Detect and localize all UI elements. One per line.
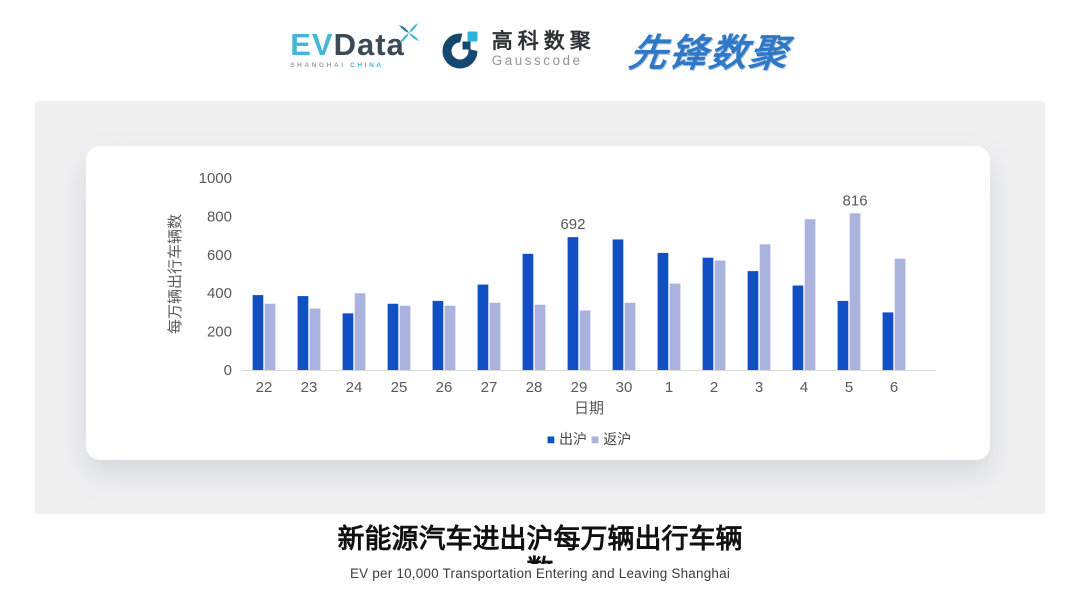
bar-返沪-3 xyxy=(759,244,771,370)
bar-返沪-1 xyxy=(669,283,681,370)
gausscode-text: 高科数聚 Gausscode xyxy=(492,30,596,68)
y-tick-label: 600 xyxy=(207,247,232,264)
bar-出沪-6 xyxy=(882,312,894,370)
bar-返沪-26 xyxy=(444,305,456,370)
gausscode-cn-name: 高科数聚 xyxy=(491,30,596,53)
bar-返沪-6 xyxy=(894,258,906,370)
evdata-tagline: SHANGHAI CHINA xyxy=(290,62,405,69)
pioneer-logo: 先锋数聚 xyxy=(626,32,793,75)
bar-返沪-28 xyxy=(534,304,546,370)
bar-返沪-30 xyxy=(624,302,636,370)
chart-title: 新能源汽车进出沪每万辆出行车辆 xyxy=(337,524,743,554)
footer: 新能源汽车进出沪每万辆出行车辆 数 EV per 10,000 Transpor… xyxy=(0,524,1080,581)
chart-card: 0 200 400 600 800 1000 每万辆出行车辆数 22 23 24 25 26 27 28 2… xyxy=(86,146,990,460)
bar-出沪-4 xyxy=(792,285,804,370)
evdata-tagline-china: CHINA xyxy=(350,61,384,69)
evdata-tagline-shanghai: SHANGHAI xyxy=(290,61,346,69)
bar-返沪-22 xyxy=(264,303,276,370)
bar-value-label: 692 xyxy=(560,216,585,233)
y-tick-label: 400 xyxy=(207,285,232,302)
y-tick-label: 800 xyxy=(207,208,232,225)
bar-出沪-2 xyxy=(702,257,714,370)
x-tick-label: 24 xyxy=(346,379,363,396)
x-tick-label: 27 xyxy=(481,379,498,396)
x-tick-label: 26 xyxy=(436,379,453,396)
legend-label-出沪: 出沪 xyxy=(555,431,587,447)
chart-legend: ■ 出沪 ■ 返沪 xyxy=(547,431,632,447)
x-tick-label: 28 xyxy=(526,379,543,396)
evdata-data-text: Data xyxy=(333,26,405,62)
x-tick-label: 22 xyxy=(256,379,273,396)
bar-返沪-24 xyxy=(354,293,366,370)
evdata-x-icon xyxy=(398,22,419,43)
y-tick-label: 200 xyxy=(207,324,232,341)
bar-出沪-5 xyxy=(837,300,849,370)
bar-返沪-25 xyxy=(399,305,411,370)
chart-subtitle: EV per 10,000 Transportation Entering an… xyxy=(349,566,731,581)
bar-出沪-23 xyxy=(297,296,309,370)
gausscode-logo: 高科数聚 Gausscode xyxy=(439,27,596,71)
evdata-logo: EVData SHANGHAI CHINA xyxy=(290,22,419,69)
bar-出沪-28 xyxy=(522,253,534,370)
x-tick-label: 5 xyxy=(845,379,853,396)
bar-出沪-25 xyxy=(387,303,399,370)
y-tick-label: 0 xyxy=(224,362,232,379)
x-axis-title: 日期 xyxy=(574,400,604,417)
bar-出沪-24 xyxy=(342,313,354,370)
bar-出沪-22 xyxy=(252,295,264,370)
evdata-wordmark: EVData xyxy=(290,22,419,62)
bar-出沪-30 xyxy=(612,239,624,370)
x-tick-label: 1 xyxy=(665,379,673,396)
legend-swatch-出沪: ■ xyxy=(547,431,555,447)
y-tick-label: 1000 xyxy=(199,170,232,187)
bar-返沪-5 xyxy=(849,213,861,370)
bar-出沪-27 xyxy=(477,284,489,370)
bar-出沪-29 xyxy=(567,237,579,370)
gausscode-icon xyxy=(442,31,483,69)
x-tick-label: 25 xyxy=(391,379,408,396)
content-panel: 0 200 400 600 800 1000 每万辆出行车辆数 22 23 24 25 26 27 28 2… xyxy=(35,101,1045,514)
x-tick-label: 4 xyxy=(800,379,808,396)
x-tick-label: 3 xyxy=(755,379,763,396)
gausscode-en-name: Gausscode xyxy=(491,53,583,68)
bar-返沪-27 xyxy=(489,302,501,370)
evdata-ev-text: EV xyxy=(290,26,334,62)
bar-出沪-26 xyxy=(432,300,444,370)
bar-返沪-4 xyxy=(804,219,816,370)
x-tick-label: 23 xyxy=(301,379,318,396)
bar-出沪-1 xyxy=(657,252,669,370)
bar-出沪-3 xyxy=(747,271,759,370)
bar-返沪-2 xyxy=(714,260,726,370)
y-axis-title: 每万辆出行车辆数 xyxy=(167,214,184,334)
x-tick-label: 2 xyxy=(710,379,718,396)
chart-title-overflow: 数 xyxy=(0,555,1080,564)
legend-label-返沪: 返沪 xyxy=(599,431,631,447)
header-bar: EVData SHANGHAI CHINA 高科数聚 xyxy=(0,18,1080,80)
bar-返沪-29 xyxy=(579,310,591,370)
x-tick-label: 6 xyxy=(890,379,898,396)
x-tick-label: 29 xyxy=(571,379,588,396)
bar-value-label: 816 xyxy=(843,192,868,209)
x-tick-label: 30 xyxy=(616,379,633,396)
legend-swatch-返沪: ■ xyxy=(587,431,599,447)
bar-返沪-23 xyxy=(309,308,321,370)
